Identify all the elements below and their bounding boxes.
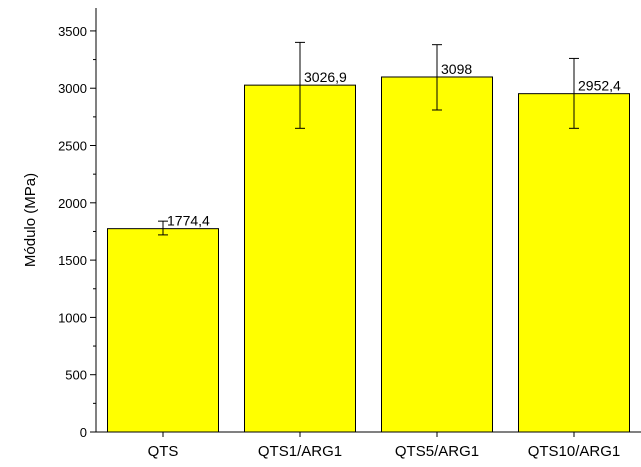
y-tick-label: 0 [80, 425, 87, 440]
y-tick-label: 1000 [58, 310, 87, 325]
bar [381, 76, 493, 433]
bars-layer [107, 76, 630, 433]
y-tick-label: 500 [65, 368, 87, 383]
bar [107, 228, 219, 433]
bar [518, 93, 630, 433]
x-tick-label: QTS10/ARG1 [528, 443, 621, 460]
y-tick-label: 1500 [58, 253, 87, 268]
value-label: 3098 [441, 61, 472, 77]
x-ticks: QTS QTS1/ARG1 QTS5/ARG1 QTS10/ARG1 [148, 432, 621, 460]
y-tick-label: 3000 [58, 81, 87, 96]
bar [244, 84, 356, 433]
y-tick-label: 2500 [58, 139, 87, 154]
y-ticks: 0 500 1000 1500 2000 2500 3000 3500 [58, 24, 96, 440]
value-label: 3026,9 [304, 69, 347, 85]
axes: 0 500 1000 1500 2000 2500 3000 3500 QTS QTS1/ARG… [58, 8, 641, 460]
x-tick-label: QTS5/ARG1 [395, 443, 479, 460]
x-tick-label: QTS1/ARG1 [258, 443, 342, 460]
error-bars-layer [158, 41, 579, 236]
value-label: 2952,4 [578, 78, 621, 94]
y-tick-label: 2000 [58, 196, 87, 211]
value-labels-layer: 1774,4 3026,9 3098 2952,4 [167, 61, 621, 229]
y-tick-label: 3500 [58, 24, 87, 39]
value-label: 1774,4 [167, 213, 210, 229]
y-axis-label: Módulo (MPa) [22, 173, 39, 267]
x-tick-label: QTS [148, 443, 179, 460]
